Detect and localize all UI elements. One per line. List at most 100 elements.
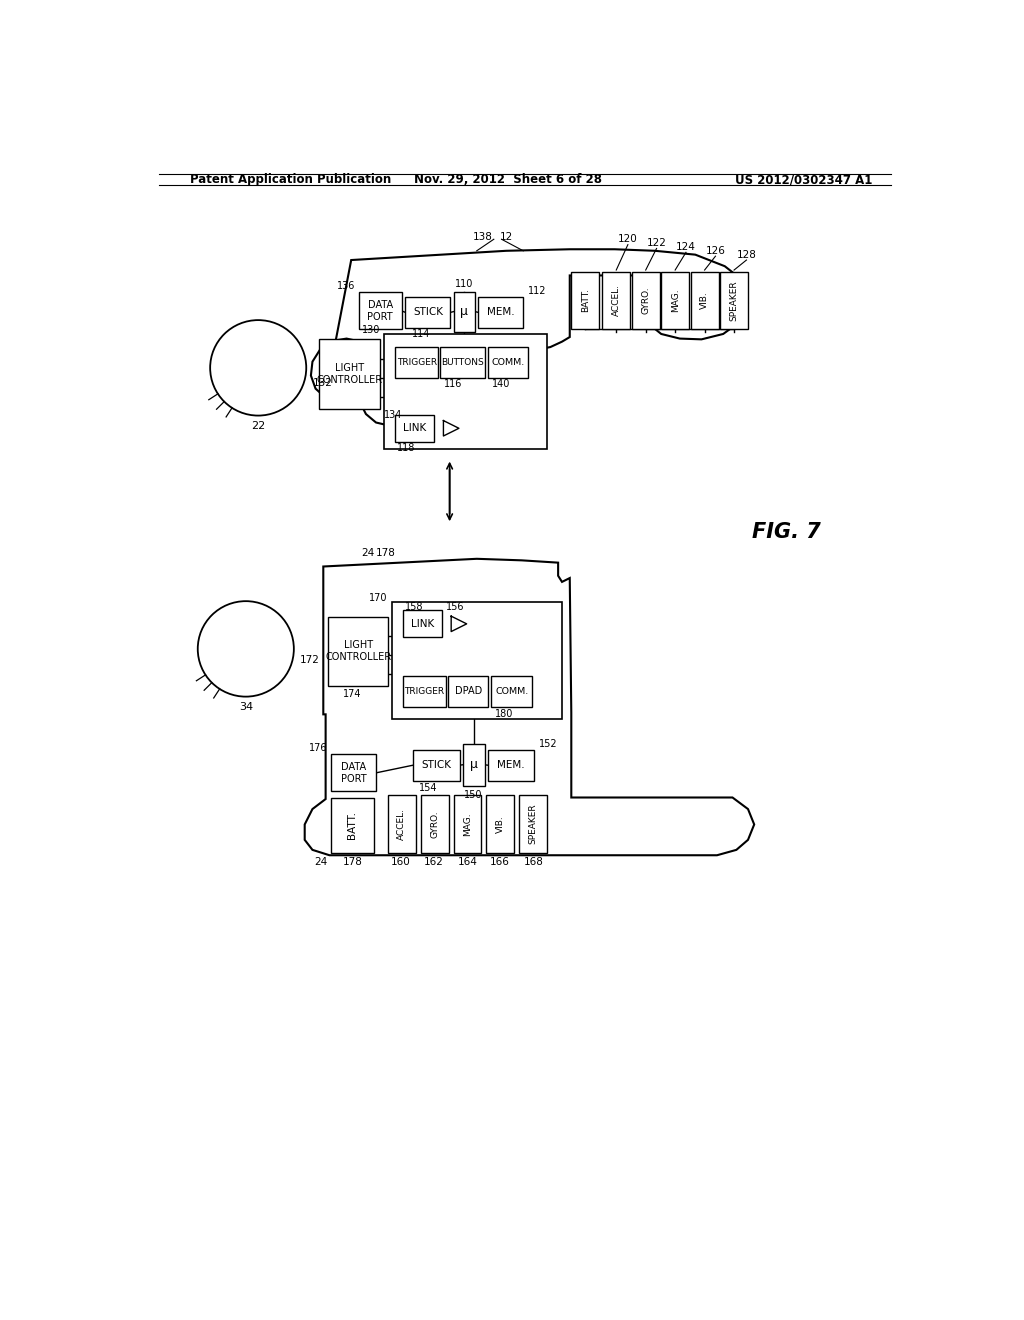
Bar [454,795,481,853]
Text: STICK: STICK [422,760,452,770]
Text: 150: 150 [465,791,483,800]
Bar [328,616,388,686]
Text: Nov. 29, 2012  Sheet 6 of 28: Nov. 29, 2012 Sheet 6 of 28 [414,173,602,186]
Text: 134: 134 [384,409,402,420]
Text: 124: 124 [676,242,696,252]
Text: 22: 22 [251,421,265,432]
Text: 126: 126 [706,246,725,256]
Bar [571,272,599,330]
Text: ACCEL.: ACCEL. [611,285,621,317]
Bar [406,297,451,327]
Text: 140: 140 [492,379,510,389]
Text: 136: 136 [337,281,355,292]
Text: MEM.: MEM. [487,308,515,317]
Bar [395,414,434,442]
Text: 116: 116 [444,379,463,389]
Text: GYRO.: GYRO. [641,286,650,314]
Text: 110: 110 [455,279,473,289]
Text: 152: 152 [539,739,557,748]
Text: BATT.: BATT. [347,812,357,840]
Text: 34: 34 [239,702,253,713]
Text: 154: 154 [420,783,438,793]
Text: COMM.: COMM. [492,358,524,367]
Text: 178: 178 [376,548,396,557]
Text: SPEAKER: SPEAKER [528,804,538,845]
Text: 12: 12 [500,232,513,242]
Text: DATA
PORT: DATA PORT [341,762,367,784]
Text: 180: 180 [496,709,514,719]
Bar [492,676,531,706]
Text: 24: 24 [361,548,375,557]
Bar [463,743,484,785]
Text: 138: 138 [472,232,493,242]
Bar [487,750,535,780]
Bar [486,795,514,853]
Bar [403,676,445,706]
Bar [454,292,475,331]
Text: μ: μ [470,758,477,771]
Text: 174: 174 [343,689,361,698]
Bar [487,347,528,378]
Bar [391,602,562,719]
Text: VIB.: VIB. [496,816,505,833]
Text: TRIGGER: TRIGGER [396,358,437,367]
Text: DATA
PORT: DATA PORT [368,300,393,322]
Bar [319,339,380,409]
Text: 160: 160 [391,857,411,867]
Bar [331,755,376,792]
Bar [384,334,547,449]
Text: LINK: LINK [403,424,426,433]
Bar [359,293,401,330]
Bar [440,347,485,378]
Text: 178: 178 [342,857,362,867]
Bar [662,272,689,330]
Text: MAG.: MAG. [671,289,680,313]
Text: STICK: STICK [413,308,443,317]
Text: 112: 112 [528,286,547,296]
Text: DPAD: DPAD [455,686,482,696]
Bar [632,272,659,330]
Text: Patent Application Publication: Patent Application Publication [190,173,391,186]
Text: 132: 132 [312,379,333,388]
Text: 170: 170 [369,593,388,603]
Text: 172: 172 [300,656,319,665]
Bar [331,797,374,853]
Text: LIGHT
CONTROLLER: LIGHT CONTROLLER [325,640,391,663]
Text: 168: 168 [523,857,544,867]
Bar [602,272,630,330]
Bar [388,795,416,853]
Text: TRIGGER: TRIGGER [404,686,444,696]
Text: BUTTONS: BUTTONS [441,358,484,367]
Bar [449,676,488,706]
Text: 130: 130 [361,325,380,335]
Text: BATT.: BATT. [581,289,590,313]
Text: 166: 166 [490,857,510,867]
Text: 162: 162 [424,857,444,867]
Bar [519,795,547,853]
Text: 158: 158 [404,602,423,611]
Text: 24: 24 [314,857,328,867]
Bar [421,795,449,853]
Bar [478,297,523,327]
Text: μ: μ [461,305,468,318]
Text: COMM.: COMM. [495,686,528,696]
Text: 176: 176 [308,743,328,754]
Text: 120: 120 [618,234,638,244]
Text: MAG.: MAG. [463,812,472,836]
Bar [403,610,442,638]
Text: 128: 128 [736,249,757,260]
Text: FIG. 7: FIG. 7 [753,521,821,541]
Bar [690,272,719,330]
Bar [395,347,438,378]
Text: VIB.: VIB. [700,292,709,309]
Bar [720,272,748,330]
Text: US 2012/0302347 A1: US 2012/0302347 A1 [734,173,872,186]
Text: 122: 122 [646,238,667,248]
Text: LINK: LINK [411,619,434,628]
Text: 156: 156 [445,602,464,611]
Bar [414,750,460,780]
Text: 114: 114 [412,329,430,339]
Text: MEM.: MEM. [497,760,524,770]
Text: SPEAKER: SPEAKER [729,280,738,321]
Text: LIGHT
CONTROLLER: LIGHT CONTROLLER [316,363,383,385]
